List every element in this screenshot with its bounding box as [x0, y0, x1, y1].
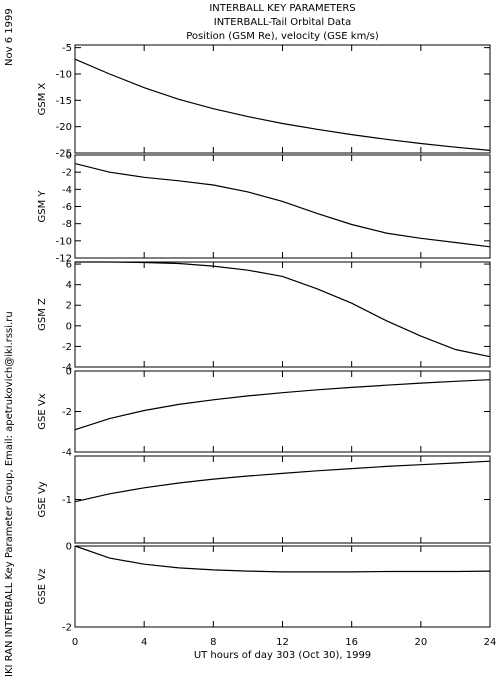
- y-axis-label: GSM Z: [37, 298, 48, 331]
- y-axis-label: GSE Vz: [37, 569, 48, 605]
- panel-2: -4 -2 0 2 4 6 GSM Z: [37, 260, 491, 374]
- y-tick-label: -8: [62, 219, 72, 230]
- series-line: [74, 545, 491, 573]
- y-tick-label: -10: [56, 236, 72, 247]
- y-axis-label: GSE Vx: [37, 393, 48, 429]
- y-tick-label: -6: [62, 202, 72, 213]
- y-tick-label: -4: [62, 363, 72, 374]
- series-line: [74, 460, 491, 503]
- chart-title: INTERBALL KEY PARAMETERS: [209, 3, 356, 14]
- panel-frame: [74, 44, 491, 154]
- y-tick-label: -2: [62, 342, 72, 353]
- x-tick-label: 12: [276, 637, 289, 648]
- panel-0: -25 -20 -15 -10 -5 GSM X: [37, 43, 491, 160]
- panel-frame: [74, 261, 491, 368]
- x-tick-label: 16: [345, 637, 358, 648]
- x-tick-label: 20: [414, 637, 427, 648]
- series-line: [74, 379, 491, 431]
- panel-frame: [74, 545, 491, 628]
- chart-subtitle-units: Position (GSM Re), velocity (GSE km/s): [186, 31, 379, 42]
- y-tick-label: 6: [66, 260, 72, 271]
- panel-frame: [74, 154, 491, 259]
- y-tick-label: -12: [56, 254, 72, 265]
- x-tick-label: 24: [484, 637, 497, 648]
- y-tick-label: 2: [66, 301, 72, 312]
- y-tick-label: 0: [66, 542, 72, 553]
- series-line: [75, 261, 491, 358]
- y-tick-label: -25: [56, 149, 72, 160]
- y-tick-label: -5: [62, 43, 72, 54]
- panel-3: -4 -2 0 GSE Vx: [37, 367, 491, 459]
- panel-frame: [74, 455, 491, 544]
- y-tick-label: -1: [62, 495, 72, 506]
- y-tick-label: 0: [66, 151, 72, 162]
- panel-5: -2 0 GSE Vz: [37, 542, 491, 634]
- y-axis-label: GSM X: [37, 82, 48, 115]
- series-line: [74, 163, 491, 248]
- y-tick-label: -2: [62, 623, 72, 634]
- y-tick-label: -15: [56, 96, 72, 107]
- y-axis-label: GSM Y: [37, 190, 48, 223]
- y-tick-label: 4: [66, 280, 72, 291]
- y-tick-label: -2: [62, 407, 72, 418]
- y-tick-label: 0: [66, 321, 72, 332]
- x-tick-label: 8: [210, 637, 216, 648]
- x-axis-label: UT hours of day 303 (Oct 30), 1999: [194, 650, 371, 661]
- series-line: [74, 58, 491, 151]
- y-tick-label: -4: [62, 448, 72, 459]
- y-axis-label: GSE Vy: [37, 481, 48, 517]
- panel-1: -12 -10 -8 -6 -4 -2 0 GSM Y: [37, 151, 491, 265]
- chart-subtitle: INTERBALL-Tail Orbital Data: [213, 17, 352, 28]
- x-tick-label: 4: [141, 637, 147, 648]
- y-tick-label: -20: [56, 122, 72, 133]
- x-tick-label: 0: [72, 637, 78, 648]
- y-tick-label: 0: [66, 367, 72, 378]
- y-tick-label: -10: [56, 69, 72, 80]
- y-tick-label: -2: [62, 168, 72, 179]
- y-tick-label: -4: [62, 185, 72, 196]
- panel-4: -1 GSE Vy: [37, 455, 491, 544]
